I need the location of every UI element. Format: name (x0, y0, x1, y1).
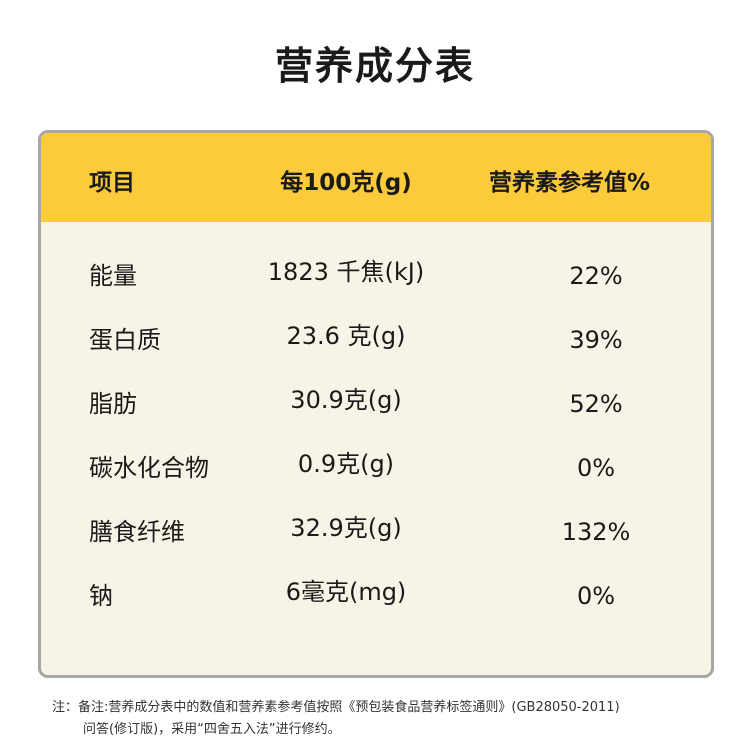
page-title: 营养成分表 (274, 44, 475, 88)
footnote-line: 注：备注:营养成分表中的数值和营养素参考值按照《预包装食品营养标签通则》(GB2… (52, 700, 620, 715)
row-amount: 32.9克(g) (290, 514, 402, 542)
row-nrv: 0% (576, 582, 616, 610)
table-row: 蛋白质 23.6 克(g) 39% (41, 322, 711, 364)
row-nrv: 52% (569, 390, 623, 418)
row-name: 钠 (89, 582, 113, 610)
row-nrv: 0% (576, 454, 616, 482)
table-row: 膳食纤维 32.9克(g) 132% (41, 514, 711, 556)
row-amount: 23.6 克(g) (286, 322, 406, 350)
table-row: 碳水化合物 0.9克(g) 0% (41, 450, 711, 492)
table-row: 钠 6毫克(mg) 0% (41, 578, 711, 620)
footnote: 注：备注:营养成分表中的数值和营养素参考值按照《预包装食品营养标签通则》(GB2… (52, 697, 712, 741)
row-name: 蛋白质 (89, 326, 161, 354)
row-name: 脂肪 (89, 390, 137, 418)
row-name: 膳食纤维 (89, 518, 185, 546)
nutrition-table: 项目 每100克(g) 营养素参考值% 能量 1823 千焦(kJ) 22% 蛋… (38, 130, 714, 678)
header-item: 项目 (89, 170, 135, 196)
row-nrv: 39% (569, 326, 623, 354)
table-row: 能量 1823 千焦(kJ) 22% (41, 258, 711, 300)
table-header: 项目 每100克(g) 营养素参考值% (41, 133, 711, 222)
header-nrv: 营养素参考值% (489, 170, 651, 196)
row-name: 能量 (89, 262, 137, 290)
header-per-100g: 每100克(g) (280, 170, 412, 196)
row-amount: 1823 千焦(kJ) (267, 258, 425, 286)
row-nrv: 22% (569, 262, 623, 290)
footnote-line: 问答(修订版)，采用“四舍五入法”进行修约。 (83, 722, 341, 737)
row-name: 碳水化合物 (89, 454, 209, 482)
row-amount: 0.9克(g) (297, 450, 395, 478)
row-nrv: 132% (561, 518, 631, 546)
table-row: 脂肪 30.9克(g) 52% (41, 386, 711, 428)
row-amount: 30.9克(g) (290, 386, 402, 414)
row-amount: 6毫克(mg) (285, 578, 407, 606)
